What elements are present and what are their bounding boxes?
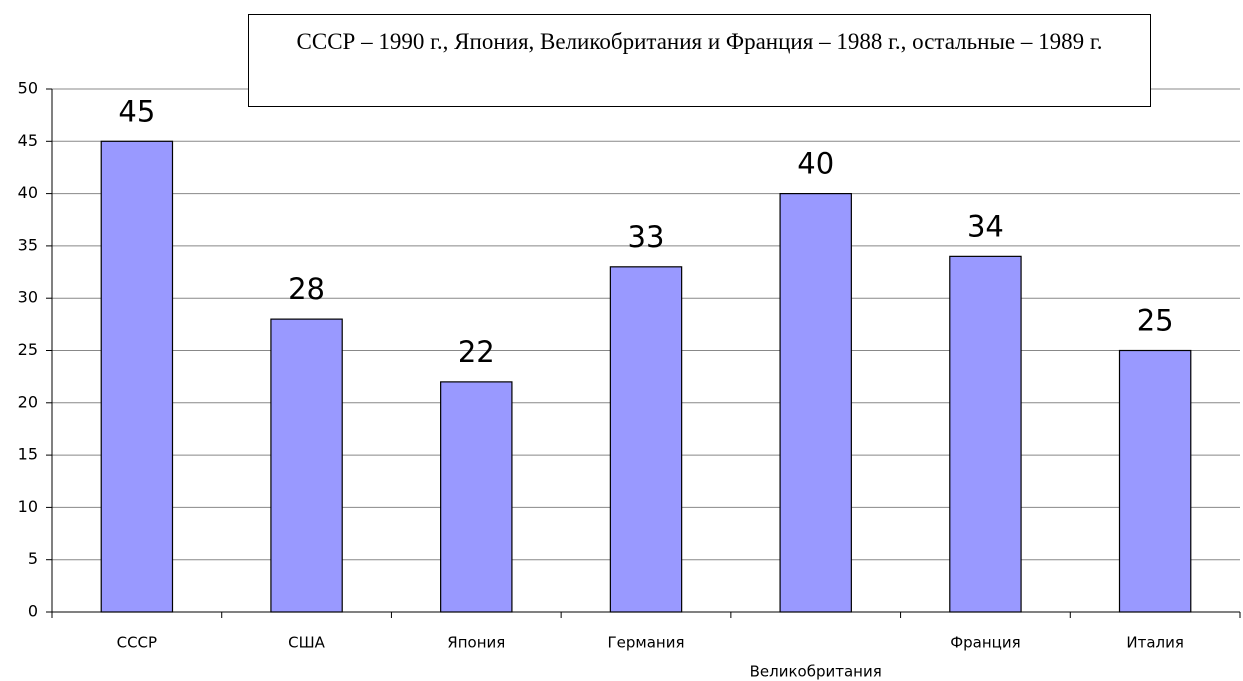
x-tick-label: СССР (117, 634, 157, 652)
y-tick-label: 45 (18, 131, 38, 150)
data-label: 28 (288, 272, 325, 306)
data-label: 34 (967, 209, 1004, 243)
y-tick-label: 15 (18, 445, 38, 464)
y-tick-label: 30 (18, 288, 38, 307)
y-tick-label: 0 (28, 602, 38, 621)
bar (779, 193, 852, 613)
bar (100, 140, 174, 613)
bar (440, 381, 513, 613)
y-tick-label: 20 (18, 392, 38, 411)
x-tick-label: Италия (1126, 634, 1184, 652)
bar (270, 318, 343, 613)
y-tick-label: 10 (18, 497, 38, 516)
x-tick-label: Великобритания (750, 663, 882, 681)
bar (949, 255, 1022, 613)
data-label: 25 (1137, 304, 1174, 338)
y-tick-label: 40 (18, 183, 38, 202)
data-label: 22 (458, 335, 495, 369)
x-tick-label: США (288, 634, 326, 652)
y-tick-label: 35 (18, 235, 38, 254)
x-tick-label: Франция (950, 634, 1020, 652)
data-label: 40 (797, 147, 834, 181)
x-tick-label: Германия (608, 634, 685, 652)
x-tick-label: Япония (447, 634, 505, 652)
bar (609, 266, 683, 613)
annotation: СССР – 1990 г., Япония, Великобритания и… (248, 14, 1151, 107)
data-label: 33 (628, 220, 665, 254)
bar (1118, 349, 1192, 613)
data-label: 45 (118, 94, 155, 128)
y-tick-label: 5 (28, 549, 38, 568)
y-tick-label: 50 (18, 79, 38, 98)
y-tick-label: 25 (18, 340, 38, 359)
